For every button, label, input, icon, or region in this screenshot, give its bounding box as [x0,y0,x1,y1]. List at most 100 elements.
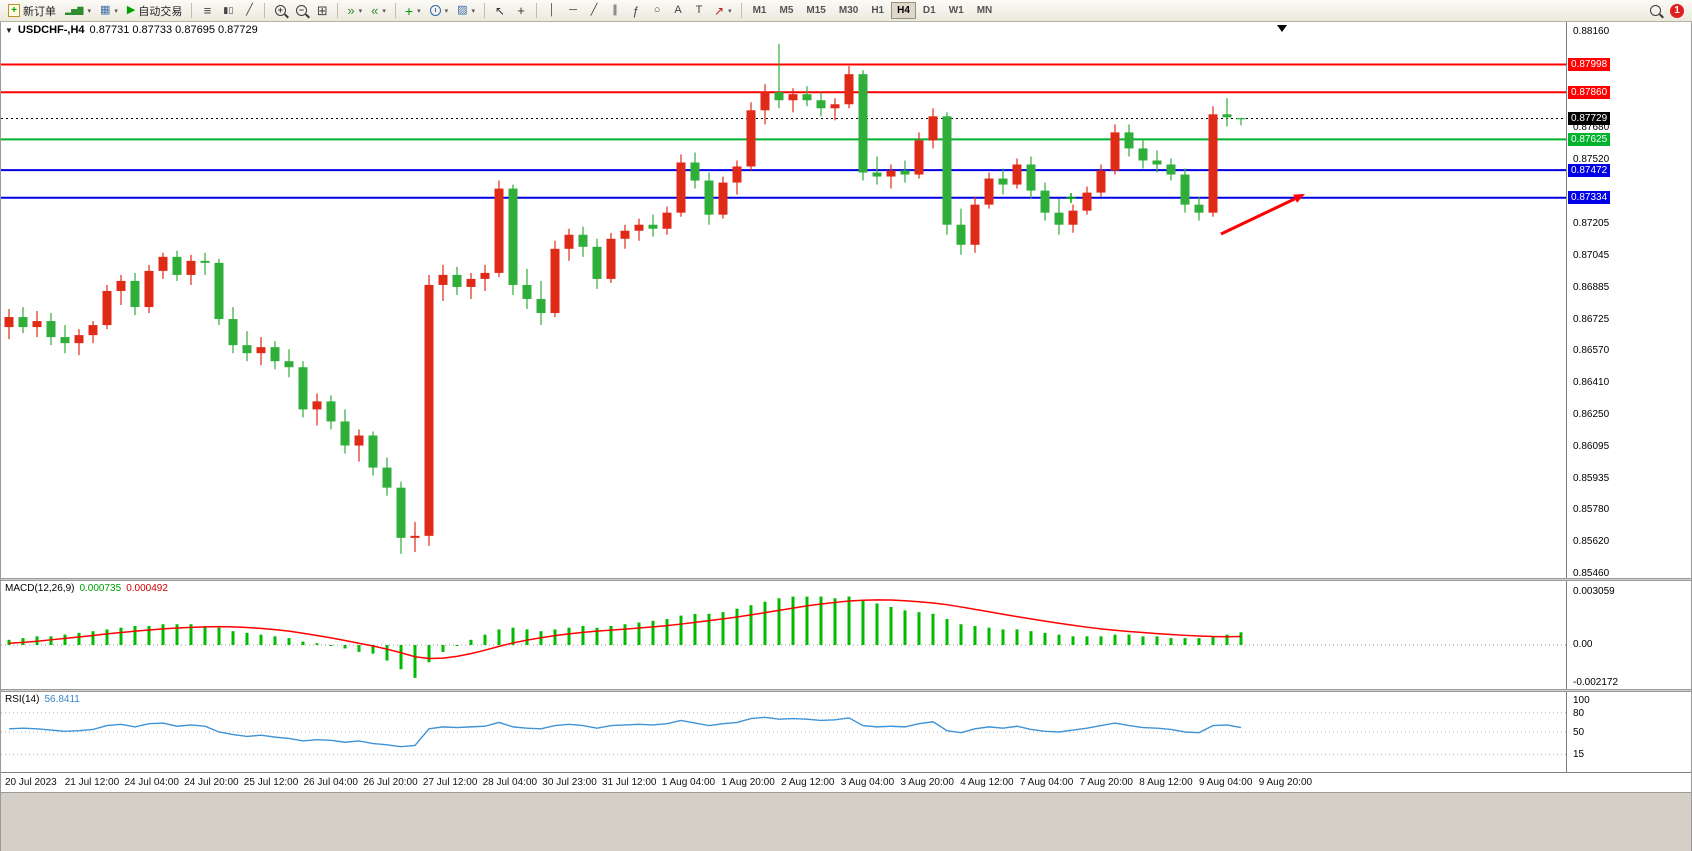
price-axis-label: 0.85780 [1573,503,1610,515]
price-axis-label: 0.86885 [1573,281,1610,293]
price-axis-label: 0.85620 [1573,535,1610,547]
dropdown-arrow-icon: ▾ [114,7,118,15]
drawn-arrow-head [1293,194,1305,203]
zoom-in-icon: + [274,5,286,16]
rsi-axis-label: 15 [1573,749,1585,761]
tile-windows-icon: ⊞ [316,3,328,18]
timeframe-button-h1[interactable]: H1 [871,5,885,16]
ohlc-values: 0.87731 0.87733 0.87695 0.87729 [89,24,258,36]
price-chart-plot[interactable]: ▼ USDCHF-,H4 0.87731 0.87733 0.87695 0.8… [1,22,1567,578]
new-chart-button[interactable]: ▂▅▇ ▾ [61,1,95,21]
search-button[interactable] [1645,1,1665,21]
trendline-button[interactable]: ╱ [584,1,604,21]
chart-end-marker [1277,25,1287,32]
text-button[interactable]: A [668,1,688,21]
profiles-icon: ▦ [99,4,111,16]
shapes-button[interactable]: ○ [647,1,667,21]
panel-splitter[interactable] [1,689,1691,692]
macd-panel: MACD(12,26,9) 0.000735 0.000492 0.003059… [1,581,1691,689]
chart-shift-button[interactable]: «▾ [367,1,390,21]
price-tag: 0.87860 [1568,85,1611,99]
crosshair-button[interactable]: + [511,1,531,21]
timeframe-button-d1[interactable]: D1 [922,5,936,16]
periods-button[interactable]: ▾ [426,1,453,21]
auto-trading-button[interactable]: ▶ 自动交易 [123,1,186,21]
chart-shift-icon: « [371,3,379,18]
time-axis-label: 8 Aug 12:00 [1139,777,1193,788]
price-axis[interactable]: 0.88160 0.87680 0.87520 0.87205 0.87045 0.868… [1567,22,1691,578]
toolbar-separator [484,3,486,18]
cursor-button[interactable]: ↖ [490,1,510,21]
horizontal-line-button[interactable]: ─ [563,1,583,21]
rsi-axis[interactable]: 100 80 50 15 [1567,692,1691,772]
fibonacci-button[interactable]: ƒ [626,1,646,21]
auto-scroll-button[interactable]: » ▾ [343,1,366,21]
auto-scroll-icon: » [347,3,355,18]
time-axis-label: 1 Aug 20:00 [721,777,775,788]
timeframe-button-w1[interactable]: W1 [948,5,964,16]
timeframe-button-m5[interactable]: M5 [779,5,794,16]
price-tag: 0.87625 [1568,132,1611,146]
new-order-icon: + [8,4,20,17]
price-axis-label: 0.86410 [1573,377,1610,389]
label-button[interactable]: T [689,1,709,21]
indicators-icon: + [404,2,414,19]
indicators-button[interactable]: + ▾ [401,1,425,21]
time-axis-label: 27 Jul 12:00 [422,777,478,788]
candles-icon: ▮▯ [223,5,234,15]
bars-icon: ≡ [203,3,212,18]
window-bottom-area [1,792,1691,851]
bar-chart-type-button[interactable]: ≡ [197,1,217,21]
toolbar-separator [536,3,538,18]
search-icon [1649,5,1661,16]
new-chart-icon: ▂▅▇ [65,5,84,15]
channel-button[interactable]: ∥ [605,1,625,21]
macd-axis-label: 0.003059 [1573,586,1615,598]
timeframe-button-m1[interactable]: M1 [752,5,767,16]
line-chart-type-button[interactable]: ╱ [239,1,259,21]
timeframe-button-m15[interactable]: M15 [806,5,826,16]
panel-splitter[interactable] [1,578,1691,581]
macd-chart[interactable] [1,581,1566,689]
dropdown-arrow-icon: ▾ [382,7,386,15]
clock-icon [429,5,441,16]
macd-label: MACD(12,26,9) 0.000735 0.000492 [5,583,168,594]
notification-badge[interactable]: 1 [1670,3,1684,18]
time-axis-label: 28 Jul 04:00 [482,777,538,788]
line-type-icon: ╱ [246,4,253,16]
profiles-button[interactable]: ▦ ▾ [96,1,122,21]
price-axis-label: 0.85935 [1573,472,1610,484]
crosshair-icon: + [517,3,525,18]
rsi-plot[interactable]: RSI(14) 56.8411 [1,692,1567,772]
one-click-trading-toggle[interactable]: ▼ [5,25,13,35]
zoom-out-button[interactable]: − [291,1,311,21]
macd-axis[interactable]: 0.003059 0.00 -0.002172 [1567,581,1691,689]
new-order-button[interactable]: + 新订单 [4,1,60,21]
timeframe-button-h4[interactable]: H4 [891,2,916,19]
macd-plot[interactable]: MACD(12,26,9) 0.000735 0.000492 [1,581,1567,689]
vertical-line-button[interactable]: │ [542,1,562,21]
candlestick-type-button[interactable]: ▮▯ [218,1,238,21]
arrow-draw-icon: ↗ [714,3,725,18]
timeframe-button-mn[interactable]: MN [976,5,993,16]
dropdown-arrow-icon: ▾ [417,7,421,15]
time-axis-label: 26 Jul 20:00 [363,777,418,788]
zoom-in-button[interactable]: + [270,1,290,21]
rsi-chart[interactable] [1,692,1566,772]
rsi-axis-label: 80 [1573,707,1585,719]
candlestick-chart[interactable] [1,22,1566,578]
zoom-out-icon: − [295,5,307,16]
time-axis[interactable]: 20 Jul 2023 21 Jul 12:00 24 Jul 04:00 24 Ju… [1,772,1691,792]
arrows-button[interactable]: ↗ ▾ [710,1,736,21]
price-axis-label: 0.87205 [1573,217,1610,229]
price-axis-label: 0.86250 [1573,409,1610,421]
chart-window: ▼ USDCHF-,H4 0.87731 0.87733 0.87695 0.8… [0,22,1692,851]
time-axis-label: 7 Aug 20:00 [1079,777,1133,788]
tile-windows-button[interactable]: ⊞ [312,1,332,21]
vertical-line-icon: │ [548,4,556,16]
timeframe-button-m30[interactable]: M30 [838,5,859,16]
time-axis-label: 3 Aug 04:00 [840,777,895,788]
toolbar-separator [264,3,266,18]
templates-button[interactable]: ▨ ▾ [453,1,479,21]
